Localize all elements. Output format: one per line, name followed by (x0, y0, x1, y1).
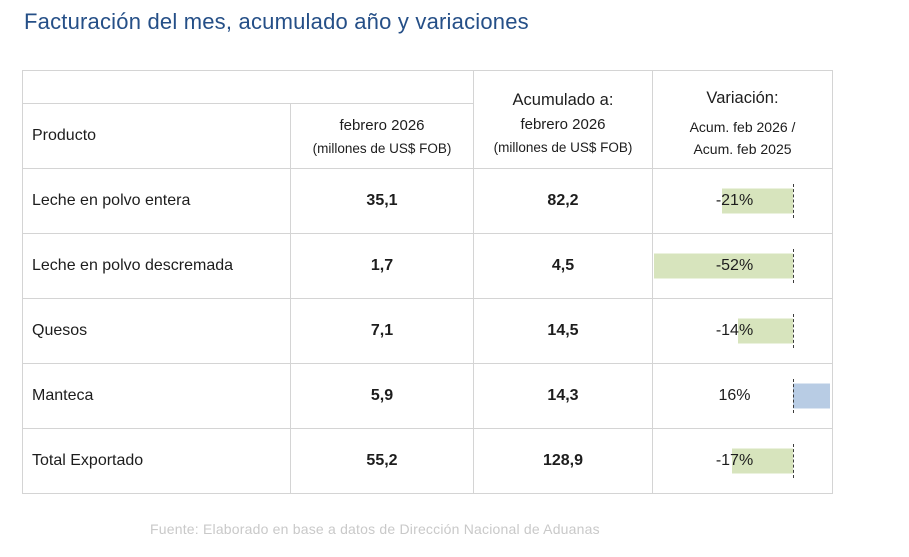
variation-cell: -14% (652, 298, 833, 364)
header-row-top: Acumulado a: febrero 2026 (millones de U… (22, 70, 833, 169)
variation-databar (738, 318, 793, 344)
accumulated-value: 14,3 (473, 363, 653, 429)
variation-databar (721, 188, 793, 214)
month-value: 7,1 (290, 298, 474, 364)
page-title: Facturación del mes, acumulado año y var… (24, 9, 529, 34)
databar-axis-line (792, 379, 794, 413)
product-name: Leche en polvo entera (22, 168, 291, 234)
accumulated-value: 4,5 (473, 233, 653, 299)
variation-cell: -17% (652, 428, 833, 494)
databar-axis-line (792, 444, 794, 478)
accumulated-value: 128,9 (473, 428, 653, 494)
table-row-total: Total Exportado 55,2 128,9 -17% (22, 428, 833, 494)
header-empty-cell (22, 70, 474, 104)
month-value: 1,7 (290, 233, 474, 299)
variation-cell: -52% (652, 233, 833, 299)
variation-value: 16% (718, 387, 751, 404)
variation-value: -17% (715, 452, 754, 469)
header-producto-cell: Producto (22, 103, 291, 169)
month-value: 5,9 (290, 363, 474, 429)
accumulated-value: 14,5 (473, 298, 653, 364)
header-mes-unit: (millones de US$ FOB) (312, 141, 452, 156)
header-row-bottom: Producto febrero 2026 (millones de US$ F… (22, 103, 833, 169)
table-row: Leche en polvo descremada 1,7 4,5 -52% (22, 233, 833, 299)
accumulated-value: 82,2 (473, 168, 653, 234)
header-variacion-title: Variación: (706, 88, 779, 107)
header-acumulado-unit: (millones de US$ FOB) (493, 139, 633, 155)
variation-databar (731, 448, 793, 474)
variation-value: -14% (715, 322, 754, 339)
variation-value: -21% (715, 192, 754, 209)
header-variacion-cell: Variación: Acum. feb 2026 / Acum. feb 20… (652, 70, 833, 169)
databar-axis-line (792, 184, 794, 218)
product-name: Manteca (22, 363, 291, 429)
product-name: Quesos (22, 298, 291, 364)
export-billing-table: Acumulado a: febrero 2026 (millones de U… (22, 70, 833, 494)
month-value: 55,2 (290, 428, 474, 494)
table-row: Leche en polvo entera 35,1 82,2 -21% (22, 168, 833, 234)
product-name: Leche en polvo descremada (22, 233, 291, 299)
databar-axis-line (792, 249, 794, 283)
header-mes-cell: febrero 2026 (millones de US$ FOB) (290, 103, 474, 169)
product-name: Total Exportado (22, 428, 291, 494)
table-row: Manteca 5,9 14,3 16% (22, 363, 833, 429)
source-note: Fuente: Elaborado en base a datos de Dir… (150, 521, 600, 537)
variation-databar (653, 253, 793, 279)
databar-axis-line (792, 314, 794, 348)
header-mes-month: febrero 2026 (339, 117, 425, 134)
header-acumulado-cell: Acumulado a: febrero 2026 (millones de U… (473, 70, 653, 169)
variation-value: -52% (715, 257, 754, 274)
header-variacion-den: Acum. feb 2025 (693, 140, 792, 157)
table-row: Quesos 7,1 14,5 -14% (22, 298, 833, 364)
header-acumulado-month: febrero 2026 (520, 115, 606, 133)
variation-databar (792, 383, 831, 409)
header-variacion-num: Acum. feb 2026 / (689, 118, 796, 135)
header-acumulado-title: Acumulado a: (512, 90, 614, 109)
variation-cell: 16% (652, 363, 833, 429)
month-value: 35,1 (290, 168, 474, 234)
variation-cell: -21% (652, 168, 833, 234)
